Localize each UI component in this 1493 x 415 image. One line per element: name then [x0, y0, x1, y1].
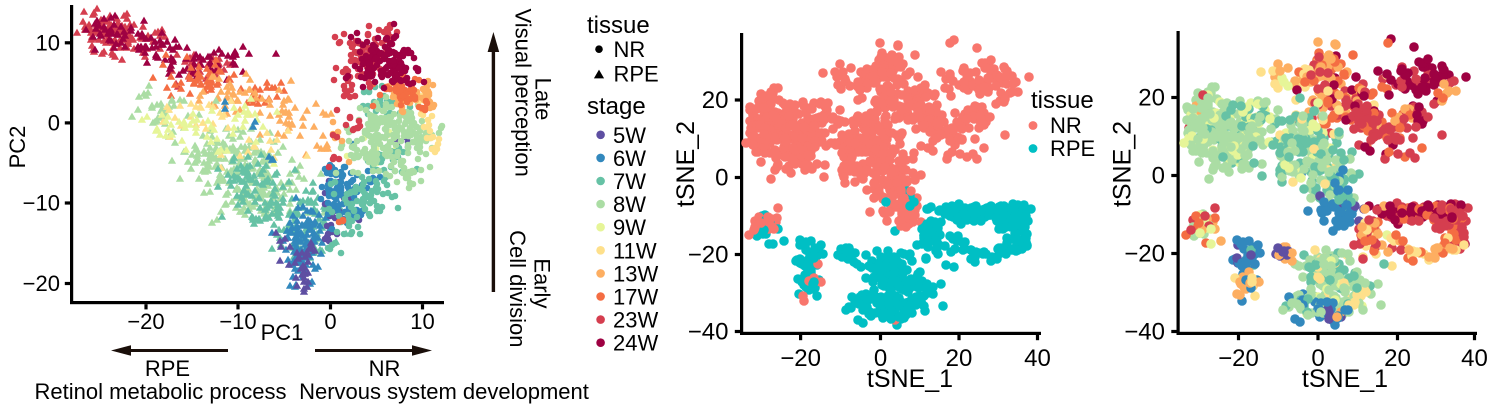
svg-text:−40: −40	[688, 319, 729, 346]
svg-text:8W: 8W	[613, 192, 646, 217]
svg-text:Retinol metabolic process: Retinol metabolic process	[35, 379, 287, 404]
svg-text:Early: Early	[530, 258, 555, 308]
svg-text:tissue: tissue	[587, 12, 650, 39]
svg-text:Visual perception: Visual perception	[511, 9, 536, 177]
svg-text:0: 0	[715, 165, 728, 192]
svg-text:5W: 5W	[613, 123, 646, 148]
svg-text:−40: −40	[1124, 319, 1165, 346]
svg-text:NR: NR	[1050, 113, 1082, 138]
svg-text:7W: 7W	[613, 169, 646, 194]
svg-text:11W: 11W	[613, 238, 657, 263]
svg-text:tissue: tissue	[1031, 87, 1094, 114]
svg-text:−10: −10	[219, 309, 256, 334]
svg-text:NR: NR	[369, 356, 401, 381]
svg-text:20: 20	[1384, 345, 1411, 372]
svg-text:−20: −20	[1218, 345, 1259, 372]
svg-text:−20: −20	[780, 345, 821, 372]
svg-text:−10: −10	[23, 191, 60, 216]
svg-text:PC1: PC1	[261, 320, 304, 345]
svg-text:PC2: PC2	[5, 126, 30, 169]
svg-text:20: 20	[1138, 85, 1165, 112]
svg-text:Cell division: Cell division	[505, 230, 530, 347]
svg-text:0: 0	[874, 345, 887, 372]
svg-text:20: 20	[702, 87, 729, 114]
svg-text:0: 0	[48, 110, 60, 135]
svg-text:RPE: RPE	[614, 62, 659, 87]
svg-text:Late: Late	[531, 78, 556, 121]
svg-text:0: 0	[1152, 163, 1165, 190]
svg-text:Nervous system development: Nervous system development	[299, 379, 589, 404]
svg-text:−20: −20	[23, 271, 60, 296]
svg-text:stage: stage	[587, 93, 646, 120]
svg-text:13W: 13W	[613, 261, 658, 286]
svg-text:10: 10	[36, 30, 60, 55]
svg-text:tSNE_1: tSNE_1	[867, 365, 953, 393]
svg-text:−20: −20	[688, 242, 729, 269]
svg-text:−20: −20	[127, 309, 164, 334]
svg-text:RPE: RPE	[1050, 136, 1095, 161]
svg-text:tSNE_2: tSNE_2	[672, 121, 700, 207]
svg-text:24W: 24W	[613, 331, 658, 356]
svg-text:tSNE_2: tSNE_2	[1109, 121, 1137, 207]
svg-text:NR: NR	[614, 37, 646, 62]
svg-text:17W: 17W	[613, 285, 658, 310]
svg-text:23W: 23W	[613, 308, 658, 333]
svg-text:40: 40	[1461, 345, 1488, 372]
svg-text:20: 20	[946, 345, 973, 372]
svg-text:9W: 9W	[613, 215, 646, 240]
svg-text:10: 10	[410, 309, 434, 334]
svg-text:40: 40	[1024, 345, 1051, 372]
svg-text:RPE: RPE	[145, 356, 190, 381]
svg-text:−20: −20	[1124, 241, 1165, 268]
svg-text:0: 0	[324, 309, 336, 334]
svg-text:6W: 6W	[613, 146, 646, 171]
svg-text:tSNE_1: tSNE_1	[1302, 365, 1388, 393]
svg-text:0: 0	[1311, 345, 1324, 372]
